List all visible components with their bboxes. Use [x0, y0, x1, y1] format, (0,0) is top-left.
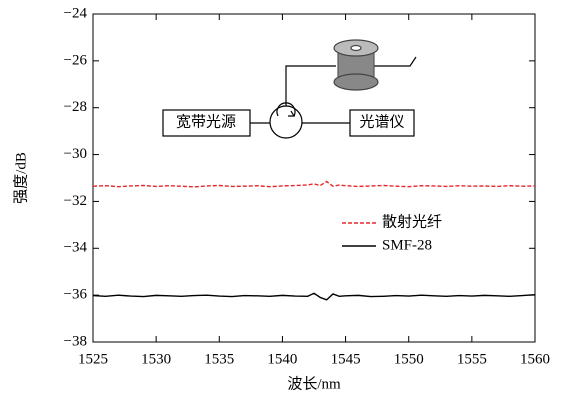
x-tick-label: 1560 — [520, 351, 550, 367]
annotation: 宽带光源 — [176, 113, 236, 130]
x-tick-label: 1535 — [204, 351, 234, 367]
x-tick-label: 1550 — [394, 351, 424, 367]
y-tick-label: −36 — [64, 287, 88, 303]
fiber — [286, 66, 336, 106]
series-line — [93, 293, 535, 300]
series-line — [93, 182, 535, 187]
chart: 波长/nm 强度/dB 宽带光源 光谱仪 1525 1530 1535 1540 154… — [0, 0, 568, 402]
y-tick-label: −24 — [64, 5, 88, 21]
y-tick-label: −32 — [64, 193, 87, 209]
y-tick-label: −38 — [64, 333, 87, 349]
y-tick-label: −26 — [64, 52, 88, 68]
legend-label: 散射光纤 — [382, 213, 442, 230]
spool-hole — [351, 46, 361, 51]
y-tick-label: −28 — [64, 99, 87, 115]
spool-flange — [334, 74, 378, 90]
x-tick-label: 1540 — [267, 351, 297, 367]
annotation: 光谱仪 — [359, 113, 404, 130]
x-tick-label: 1555 — [457, 351, 487, 367]
x-tick-label: 1525 — [78, 351, 108, 367]
circulator — [270, 106, 302, 138]
x-tick-label: 1545 — [331, 351, 361, 367]
legend-label: SMF-28 — [382, 237, 432, 253]
x-tick-label: 1530 — [141, 351, 171, 367]
y-axis-label: 强度/dB — [12, 152, 29, 204]
fiber-end — [374, 57, 416, 66]
x-axis-label: 波长/nm — [287, 375, 341, 392]
y-tick-label: −30 — [64, 146, 87, 162]
y-tick-label: −34 — [64, 240, 88, 256]
